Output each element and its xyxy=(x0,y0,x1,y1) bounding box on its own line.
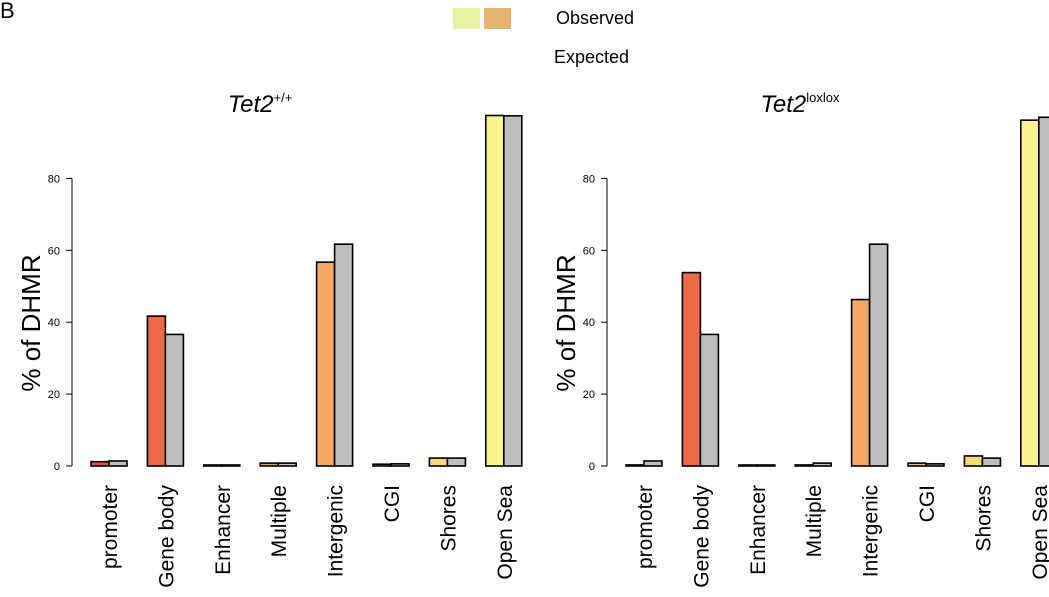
chart-title: Tet2+/+ xyxy=(228,90,293,118)
y-tick-label: 0 xyxy=(54,461,60,473)
bar-observed xyxy=(90,460,110,467)
x-category-label: CGI xyxy=(916,485,939,522)
bar-observed xyxy=(907,462,927,467)
chart-title: Tet2loxlox xyxy=(760,90,840,118)
bar-observed xyxy=(850,298,871,467)
bar-expected xyxy=(643,460,663,467)
bar-observed xyxy=(794,464,815,467)
bar-expected xyxy=(333,243,354,467)
bar-expected xyxy=(502,115,523,467)
bar-observed xyxy=(372,463,392,467)
bar-expected xyxy=(868,243,889,467)
x-category-label: Enhancer xyxy=(212,485,235,575)
bar-observed xyxy=(484,114,505,467)
x-category-label: Open Sea xyxy=(1029,485,1049,580)
bar-expected xyxy=(755,464,776,467)
x-category-label: Shores xyxy=(437,485,460,552)
x-category-label: Shores xyxy=(972,485,995,552)
bar-observed xyxy=(681,271,702,467)
bar-observed xyxy=(259,462,280,467)
x-category-label: CGI xyxy=(381,485,404,522)
bar-observed xyxy=(146,315,167,467)
chart-panel-2: Tet2loxlox % of DHMR 0 20 40 60 80 promoter Gene… xyxy=(551,90,1049,588)
y-axis-label: % of DHMR xyxy=(551,254,581,391)
bar-expected xyxy=(812,462,833,467)
x-category-label: promoter xyxy=(634,485,657,569)
bar-observed xyxy=(428,457,449,467)
x-category-label: Intergenic xyxy=(860,485,883,577)
bar-expected xyxy=(277,462,298,467)
y-tick-label: 80 xyxy=(583,173,595,185)
y-tick-label: 0 xyxy=(589,461,595,473)
x-category-label: promoter xyxy=(99,485,122,569)
y-tick-label: 20 xyxy=(48,389,60,401)
y-tick-label: 60 xyxy=(48,245,60,257)
bar-expected xyxy=(981,457,1002,467)
x-category-label: Intergenic xyxy=(325,485,348,577)
legend-swatch-expected xyxy=(484,8,511,29)
bar-expected xyxy=(390,463,410,467)
bar-expected xyxy=(446,457,467,467)
y-tick-label: 40 xyxy=(583,317,595,329)
bar-observed xyxy=(625,464,645,467)
y-axis-label: % of DHMR xyxy=(16,254,46,391)
legend-label-observed: Observed xyxy=(556,8,635,28)
bar-observed xyxy=(737,464,758,467)
y-tick-label: 60 xyxy=(583,245,595,257)
x-category-label: Enhancer xyxy=(747,485,770,575)
legend-swatch-observed xyxy=(453,8,480,29)
bar-observed xyxy=(1019,119,1040,467)
x-category-label: Multiple xyxy=(803,485,826,557)
bar-expected xyxy=(108,460,128,467)
y-tick-label: 40 xyxy=(48,317,60,329)
bar-expected xyxy=(699,333,720,467)
chart-panel-1: Tet2+/+ % of DHMR 0 20 40 60 80 promoter Gene bo… xyxy=(16,90,523,588)
x-category-label: Open Sea xyxy=(494,485,517,580)
bar-expected xyxy=(1038,116,1049,467)
bar-expected xyxy=(925,463,945,467)
x-category-label: Gene body xyxy=(690,485,713,588)
x-category-label: Multiple xyxy=(268,485,291,557)
x-category-label: Gene body xyxy=(155,485,178,588)
y-tick-label: 20 xyxy=(583,389,595,401)
bar-expected xyxy=(221,464,241,467)
y-tick-label: 80 xyxy=(48,173,60,185)
legend-label-expected: Expected xyxy=(554,47,630,67)
panel-letter: B xyxy=(0,0,15,23)
bar-expected xyxy=(164,333,185,467)
bar-observed xyxy=(963,455,984,467)
bar-observed xyxy=(203,464,223,467)
bar-observed xyxy=(315,261,336,467)
